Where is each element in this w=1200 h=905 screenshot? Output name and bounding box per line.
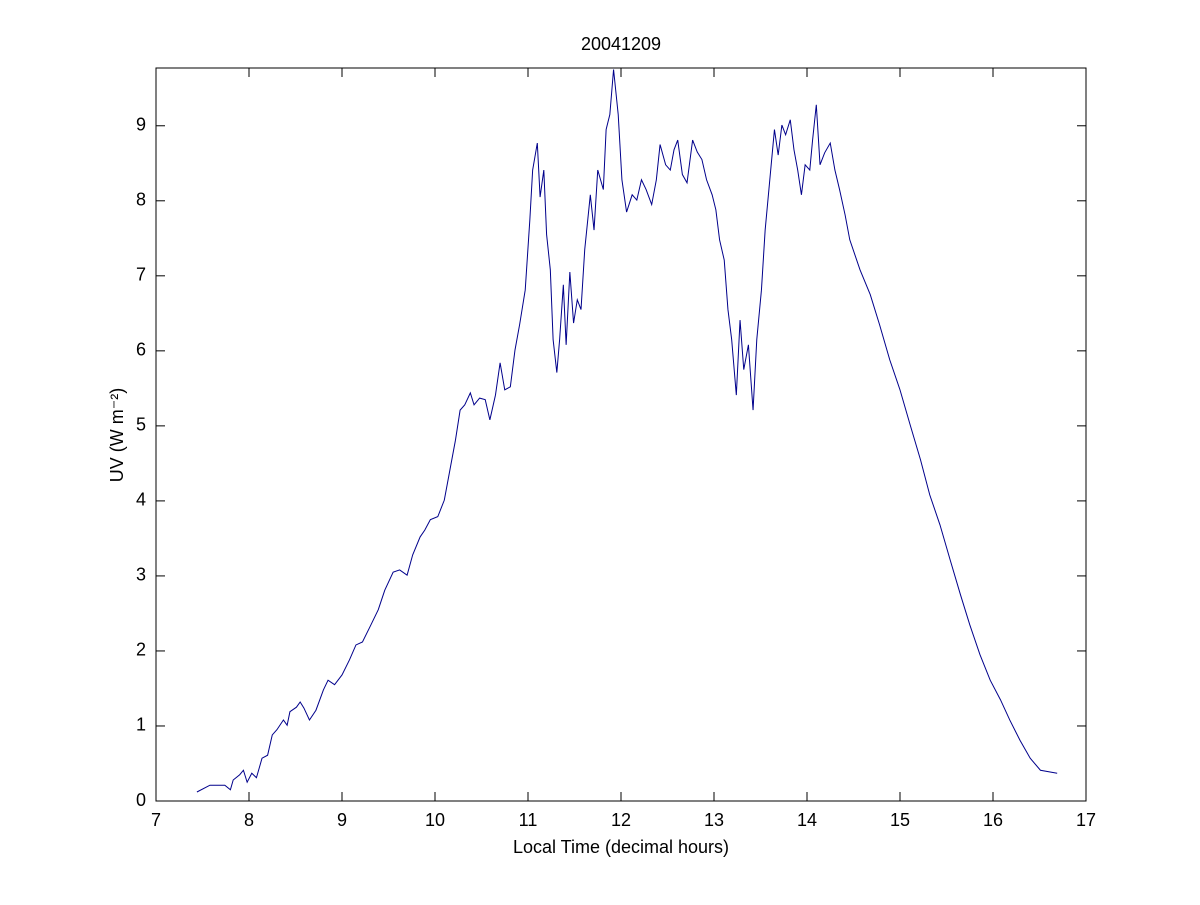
x-tick-label: 17: [1076, 810, 1096, 830]
y-tick-label: 7: [136, 265, 146, 285]
y-tick-label: 9: [136, 115, 146, 135]
y-tick-label: 1: [136, 715, 146, 735]
x-tick-label: 13: [704, 810, 724, 830]
y-axis-label: UV (W m⁻²): [107, 388, 127, 482]
x-tick-label: 15: [890, 810, 910, 830]
x-tick-label: 10: [425, 810, 445, 830]
y-tick-label: 0: [136, 790, 146, 810]
x-tick-label: 16: [983, 810, 1003, 830]
x-tick-label: 14: [797, 810, 817, 830]
x-tick-label: 12: [611, 810, 631, 830]
chart-title: 20041209: [581, 34, 661, 54]
x-tick-label: 9: [337, 810, 347, 830]
data-line: [196, 69, 1058, 793]
y-tick-label: 3: [136, 565, 146, 585]
y-tick-label: 4: [136, 490, 146, 510]
x-tick-label: 7: [151, 810, 161, 830]
y-tick-label: 2: [136, 640, 146, 660]
y-tick-label: 6: [136, 340, 146, 360]
x-tick-label: 8: [244, 810, 254, 830]
x-tick-label: 11: [519, 810, 538, 830]
x-axis-label: Local Time (decimal hours): [513, 837, 729, 857]
y-tick-label: 8: [136, 190, 146, 210]
y-tick-label: 5: [136, 415, 146, 435]
